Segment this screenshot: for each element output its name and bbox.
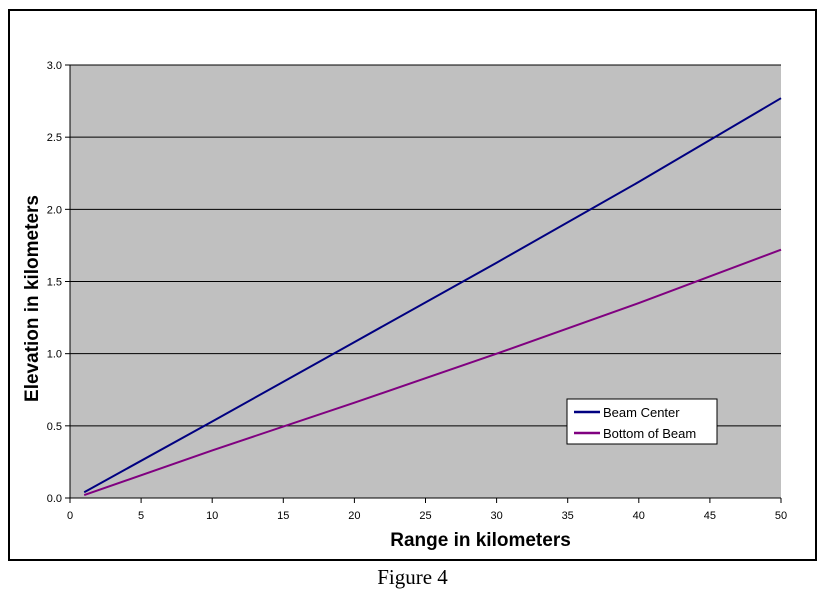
legend-label: Bottom of Beam — [603, 426, 696, 441]
x-tick-label: 0 — [67, 510, 73, 522]
x-tick-label: 35 — [562, 510, 574, 522]
x-tick-label: 50 — [775, 510, 787, 522]
series-line-0 — [83, 97, 782, 494]
x-tick-label: 30 — [490, 510, 502, 522]
y-tick-label: 3.0 — [47, 60, 62, 72]
y-tick-label: 2.5 — [47, 132, 62, 144]
x-axis-title: Range in kilometers — [390, 530, 571, 551]
y-tick-label: 1.0 — [47, 349, 62, 361]
x-tick-label: 25 — [419, 510, 431, 522]
legend-label: Beam Center — [603, 405, 680, 420]
x-tick-label: 45 — [704, 510, 716, 522]
series-line-1 — [83, 248, 782, 497]
y-tick-label: 1.5 — [47, 277, 62, 289]
x-tick-label: 10 — [206, 510, 218, 522]
y-tick-labels: 0.0 0.5 1.0 1.5 2.0 2.5 3.0 — [47, 60, 70, 505]
legend: Beam Center Bottom of Beam — [566, 398, 718, 445]
series-lines — [83, 97, 782, 497]
legend-box — [566, 398, 718, 445]
y-axis-title: Elevation in kilometers — [22, 195, 43, 402]
figure-caption: Figure 4 — [377, 565, 448, 589]
x-tick-label: 15 — [277, 510, 289, 522]
x-tick-label: 5 — [138, 510, 144, 522]
y-tick-label: 2.0 — [47, 204, 62, 216]
x-tick-label: 20 — [348, 510, 360, 522]
y-tick-label: 0.0 — [47, 493, 62, 505]
grid-lines — [70, 64, 781, 427]
x-tick-label: 40 — [633, 510, 645, 522]
y-tick-label: 0.5 — [47, 421, 62, 433]
x-tick-labels: 0 5 10 15 20 25 30 35 40 45 50 — [67, 498, 787, 522]
